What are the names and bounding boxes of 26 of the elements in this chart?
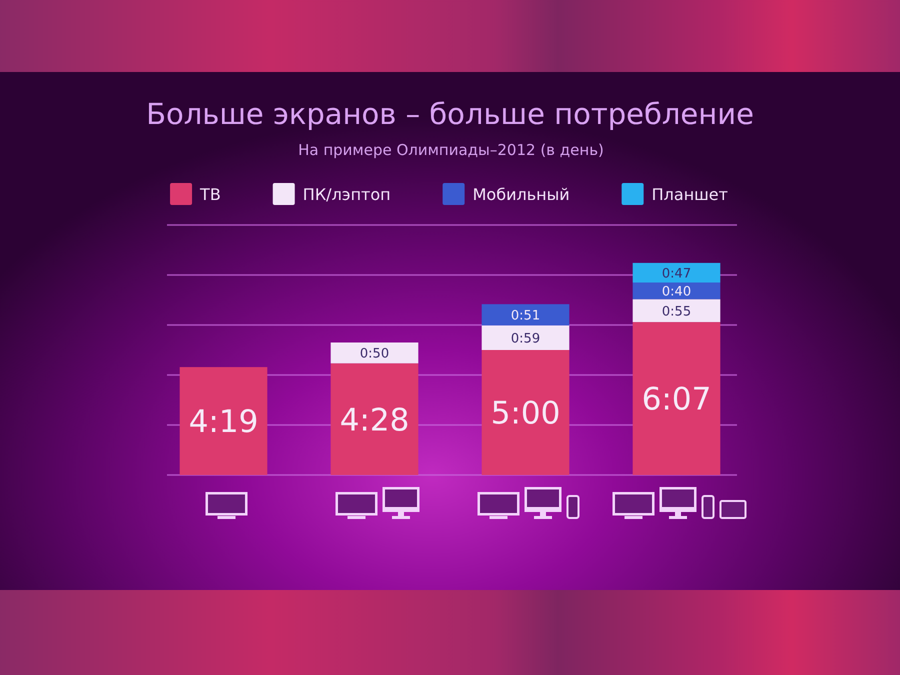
data-label: 5:00: [490, 396, 560, 432]
bar: [180, 367, 268, 475]
chart-subtitle: На примере Олимпиады–2012 (в день): [298, 141, 604, 159]
chart-title: Больше экранов – больше потребление: [146, 97, 754, 131]
bar: [330, 342, 418, 364]
bar: [632, 322, 720, 475]
data-label: 0:40: [662, 284, 692, 300]
bar: [632, 262, 720, 282]
bar: [482, 304, 570, 326]
bar: [330, 363, 418, 475]
bar: [632, 299, 720, 322]
legend-label: Планшет: [652, 185, 728, 204]
bar: [482, 325, 570, 350]
bar: [632, 282, 720, 300]
data-label: 0:55: [662, 304, 692, 320]
data-label: 0:47: [662, 266, 692, 282]
data-label: 0:50: [360, 346, 390, 362]
data-label: 0:59: [510, 331, 540, 346]
legend-label: ПК/лэптоп: [302, 185, 391, 204]
legend-label: Мобильный: [472, 185, 570, 204]
legend-label: ТВ: [199, 185, 221, 204]
data-label: 6:07: [642, 382, 712, 418]
bar: [482, 350, 570, 475]
data-label: 0:51: [510, 308, 540, 324]
data-label: 4:19: [188, 404, 258, 440]
data-label: 4:28: [340, 402, 410, 438]
